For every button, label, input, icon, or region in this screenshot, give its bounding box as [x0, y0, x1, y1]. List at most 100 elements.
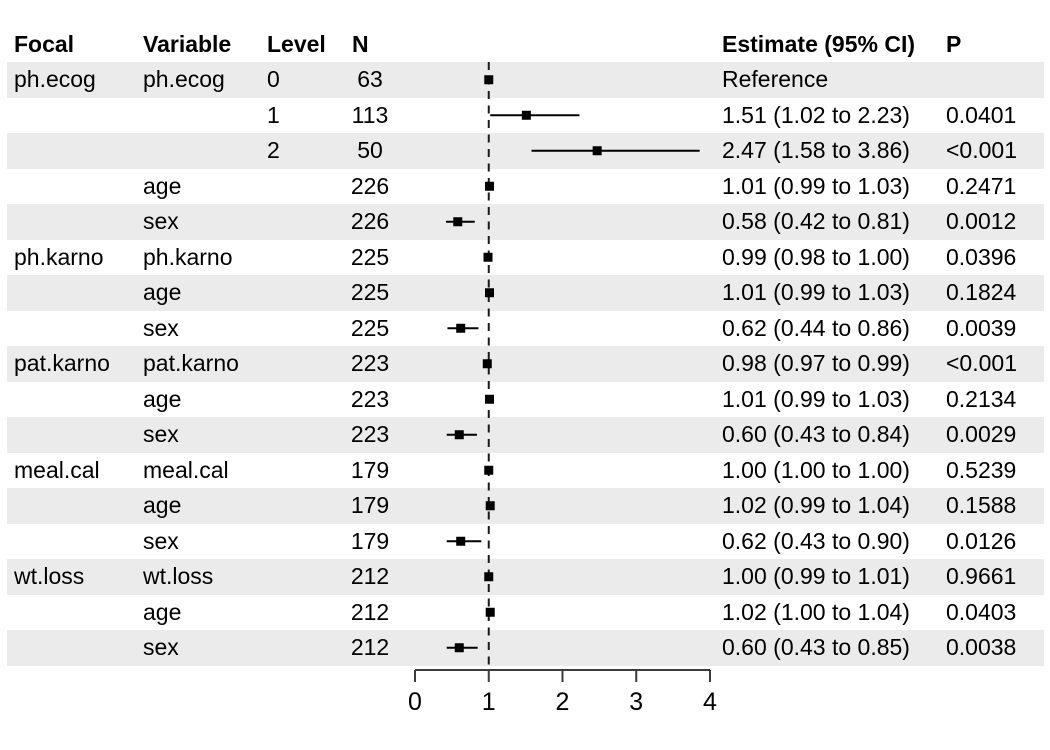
x-tick-label: 4: [703, 688, 717, 716]
cell-n: 179: [350, 456, 390, 483]
cell-p: 0.0012: [946, 208, 1017, 235]
table-row: pat.karno pat.karno 223 0.98 (0.97 to 0.99)…: [0, 346, 1050, 382]
cell-n: 212: [350, 563, 390, 590]
header-variable: Variable: [143, 30, 232, 57]
cell-variable: age: [143, 598, 182, 625]
cell-variable: sex: [143, 634, 179, 661]
cell-level: 1: [267, 101, 280, 128]
cell-variable: sex: [143, 421, 179, 448]
cell-estimate: 2.47 (1.58 to 3.86): [722, 137, 910, 164]
cell-p: 0.2471: [946, 172, 1017, 199]
cell-estimate: 1.01 (0.99 to 1.03): [722, 385, 910, 412]
cell-n: 179: [350, 492, 390, 519]
cell-p: 0.1588: [946, 492, 1017, 519]
cell-variable: meal.cal: [143, 456, 229, 483]
cell-focal: ph.ecog: [14, 66, 96, 93]
table-row: wt.loss wt.loss 212 1.00 (0.99 to 1.01) 0.96…: [0, 559, 1050, 595]
cell-variable: ph.ecog: [143, 66, 225, 93]
cell-p: 0.0401: [946, 101, 1017, 128]
cell-variable: wt.loss: [143, 563, 214, 590]
table-row: sex 226 0.58 (0.42 to 0.81) 0.0012: [0, 204, 1050, 240]
header-level: Level: [267, 30, 326, 57]
table-row: age 212 1.02 (1.00 to 1.04) 0.0403: [0, 595, 1050, 631]
header-estimate: Estimate (95% CI): [722, 30, 916, 57]
cell-estimate: 1.02 (1.00 to 1.04): [722, 598, 910, 625]
row-stripe: [7, 630, 1044, 666]
cell-p: 0.0038: [946, 634, 1017, 661]
cell-p: 0.5239: [946, 456, 1017, 483]
table-header: Focal Variable Level N Estimate (95% CI)…: [0, 26, 1050, 62]
cell-p: <0.001: [946, 350, 1017, 377]
cell-estimate: Reference: [722, 66, 829, 93]
table-row: ph.ecog ph.ecog 0 63 Reference: [0, 62, 1050, 98]
cell-estimate: 0.60 (0.43 to 0.84): [722, 421, 910, 448]
table-row: sex 223 0.60 (0.43 to 0.84) 0.0029: [0, 417, 1050, 453]
header-n: N: [352, 30, 369, 57]
cell-focal: wt.loss: [14, 563, 85, 590]
cell-focal: pat.karno: [14, 350, 110, 377]
cell-focal: ph.karno: [14, 243, 104, 270]
header-focal: Focal: [14, 30, 75, 57]
cell-estimate: 0.98 (0.97 to 0.99): [722, 350, 910, 377]
cell-estimate: 1.02 (0.99 to 1.04): [722, 492, 910, 519]
table-row: ph.karno ph.karno 225 0.99 (0.98 to 1.00) 0.…: [0, 240, 1050, 276]
cell-n: 226: [350, 208, 390, 235]
row-stripe: [7, 346, 1044, 382]
cell-p: 0.0396: [946, 243, 1017, 270]
cell-estimate: 0.62 (0.43 to 0.90): [722, 527, 910, 554]
cell-variable: age: [143, 279, 182, 306]
cell-n: 113: [351, 101, 389, 128]
cell-estimate: 0.58 (0.42 to 0.81): [722, 208, 910, 235]
table-row: age 226 1.01 (0.99 to 1.03) 0.2471: [0, 169, 1050, 205]
cell-variable: sex: [143, 527, 179, 554]
cell-n: 225: [350, 279, 390, 306]
x-tick-label: 1: [482, 688, 496, 716]
cell-n: 179: [350, 527, 390, 554]
x-tick-label: 3: [629, 688, 643, 716]
row-stripe: [7, 559, 1044, 595]
cell-estimate: 1.01 (0.99 to 1.03): [722, 172, 910, 199]
cell-p: 0.0039: [946, 314, 1017, 341]
cell-estimate: 0.60 (0.43 to 0.85): [722, 634, 910, 661]
cell-estimate: 1.01 (0.99 to 1.03): [722, 279, 910, 306]
table-row: 2 50 2.47 (1.58 to 3.86) <0.001: [0, 133, 1050, 169]
x-tick-label: 0: [408, 688, 422, 716]
cell-estimate: 1.00 (0.99 to 1.01): [722, 563, 910, 590]
row-stripe: [7, 62, 1044, 98]
row-stripe: [7, 204, 1044, 240]
table-row: sex 225 0.62 (0.44 to 0.86) 0.0039: [0, 311, 1050, 347]
cell-variable: age: [143, 172, 182, 199]
cell-p: 0.0029: [946, 421, 1017, 448]
cell-p: 0.9661: [946, 563, 1017, 590]
table-row: sex 179 0.62 (0.43 to 0.90) 0.0126: [0, 524, 1050, 560]
cell-n: 212: [350, 598, 390, 625]
x-tick-label: 2: [556, 688, 570, 716]
cell-p: <0.001: [946, 137, 1017, 164]
cell-n: 50: [357, 137, 383, 164]
cell-p: 0.1824: [946, 279, 1017, 306]
cell-focal: meal.cal: [14, 456, 100, 483]
cell-estimate: 0.62 (0.44 to 0.86): [722, 314, 910, 341]
table-row: 1 113 1.51 (1.02 to 2.23) 0.0401: [0, 98, 1050, 134]
cell-n: 63: [357, 66, 383, 93]
cell-level: 2: [267, 137, 280, 164]
table-row: age 225 1.01 (0.99 to 1.03) 0.1824: [0, 275, 1050, 311]
cell-p: 0.2134: [946, 385, 1017, 412]
cell-variable: sex: [143, 208, 179, 235]
cell-p: 0.0403: [946, 598, 1017, 625]
row-stripe: [7, 133, 1044, 169]
cell-n: 223: [350, 350, 390, 377]
cell-variable: pat.karno: [143, 350, 239, 377]
row-stripe: [7, 275, 1044, 311]
cell-n: 225: [350, 243, 390, 270]
cell-n: 223: [350, 421, 390, 448]
table-row: meal.cal meal.cal 179 1.00 (1.00 to 1.00) 0.…: [0, 453, 1050, 489]
cell-level: 0: [267, 66, 280, 93]
cell-variable: sex: [143, 314, 179, 341]
cell-n: 225: [350, 314, 390, 341]
cell-estimate: 0.99 (0.98 to 1.00): [722, 243, 910, 270]
table-row: age 179 1.02 (0.99 to 1.04) 0.1588: [0, 488, 1050, 524]
cell-variable: ph.karno: [143, 243, 233, 270]
row-stripe: [7, 417, 1044, 453]
